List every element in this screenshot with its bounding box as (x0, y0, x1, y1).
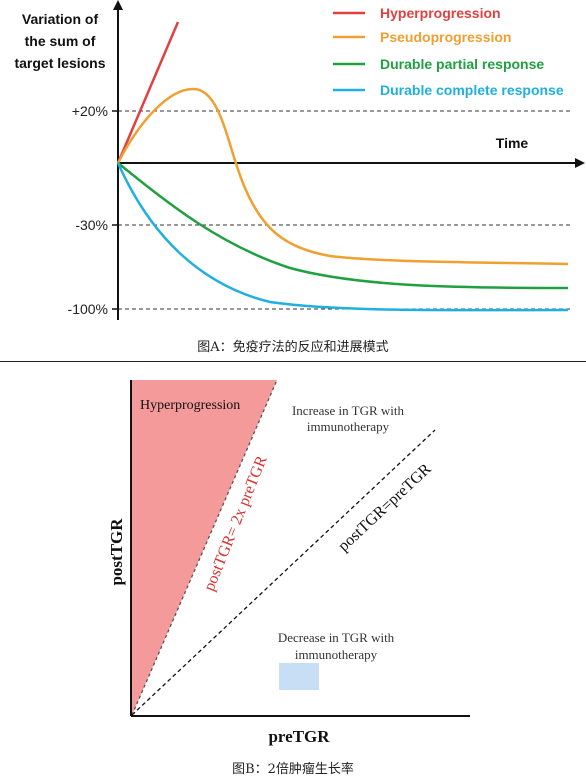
tick-label-plus-20: +20% (72, 103, 108, 119)
hyperprogression-region-label: Hyperprogression (140, 398, 240, 413)
figure-b-caption: 图B：2倍肿瘤生长率 (232, 762, 354, 777)
legend-label-pseudoprogression: Pseudoprogression (380, 29, 511, 45)
y-axis-label: postTGR (107, 518, 126, 586)
decrease-tgr-text-line-1: Decrease in TGR with (278, 630, 395, 645)
tgr-diagram: Hyperprogression postTGR= 2x preTGR post… (107, 379, 470, 746)
durable-complete-response-curve (116, 162, 569, 312)
y-axis-arrow-icon (113, 0, 123, 10)
equal-tgr-line (131, 429, 436, 716)
response-patterns-panel: Variation of the sum of target lesions +… (0, 0, 586, 362)
decrease-region-marker (279, 663, 319, 690)
legend-label-complete-response: Durable complete response (380, 82, 564, 98)
tick-label-minus-100: -100% (68, 301, 108, 317)
response-patterns-diagram: Variation of the sum of target lesions +… (14, 0, 585, 320)
figure-a-caption: 图A：免疫疗法的反应和进展模式 (197, 340, 389, 355)
x-axis-arrow-icon (575, 158, 585, 168)
decrease-tgr-text-line-2: immunotherapy (295, 647, 378, 662)
increase-tgr-text-line-1: Increase in TGR with (292, 403, 405, 418)
x-axis-label: Time (496, 135, 529, 151)
legend: Hyperprogression Pseudoprogression Durab… (333, 5, 564, 98)
hyperprogression-curve (116, 21, 180, 164)
durable-partial-response-curve (117, 162, 569, 290)
equal-tgr-line-label: postTGR=preTGR (335, 460, 435, 555)
x-axis-label: preTGR (268, 727, 330, 746)
panel-divider (0, 361, 586, 362)
increase-tgr-text-line-2: immunotherapy (307, 419, 390, 434)
tick-label-minus-30: -30% (75, 217, 108, 233)
tgr-panel: Hyperprogression postTGR= 2x preTGR post… (0, 362, 586, 780)
y-axis-label-line-3: target lesions (14, 55, 105, 71)
legend-label-hyperprogression: Hyperprogression (380, 5, 501, 21)
pseudoprogression-curve (116, 87, 569, 266)
y-axis-label-line-1: Variation of (22, 11, 99, 27)
legend-label-partial-response: Durable partial response (380, 56, 544, 72)
double-tgr-line (131, 379, 278, 716)
y-axis-label-line-2: the sum of (25, 33, 96, 49)
